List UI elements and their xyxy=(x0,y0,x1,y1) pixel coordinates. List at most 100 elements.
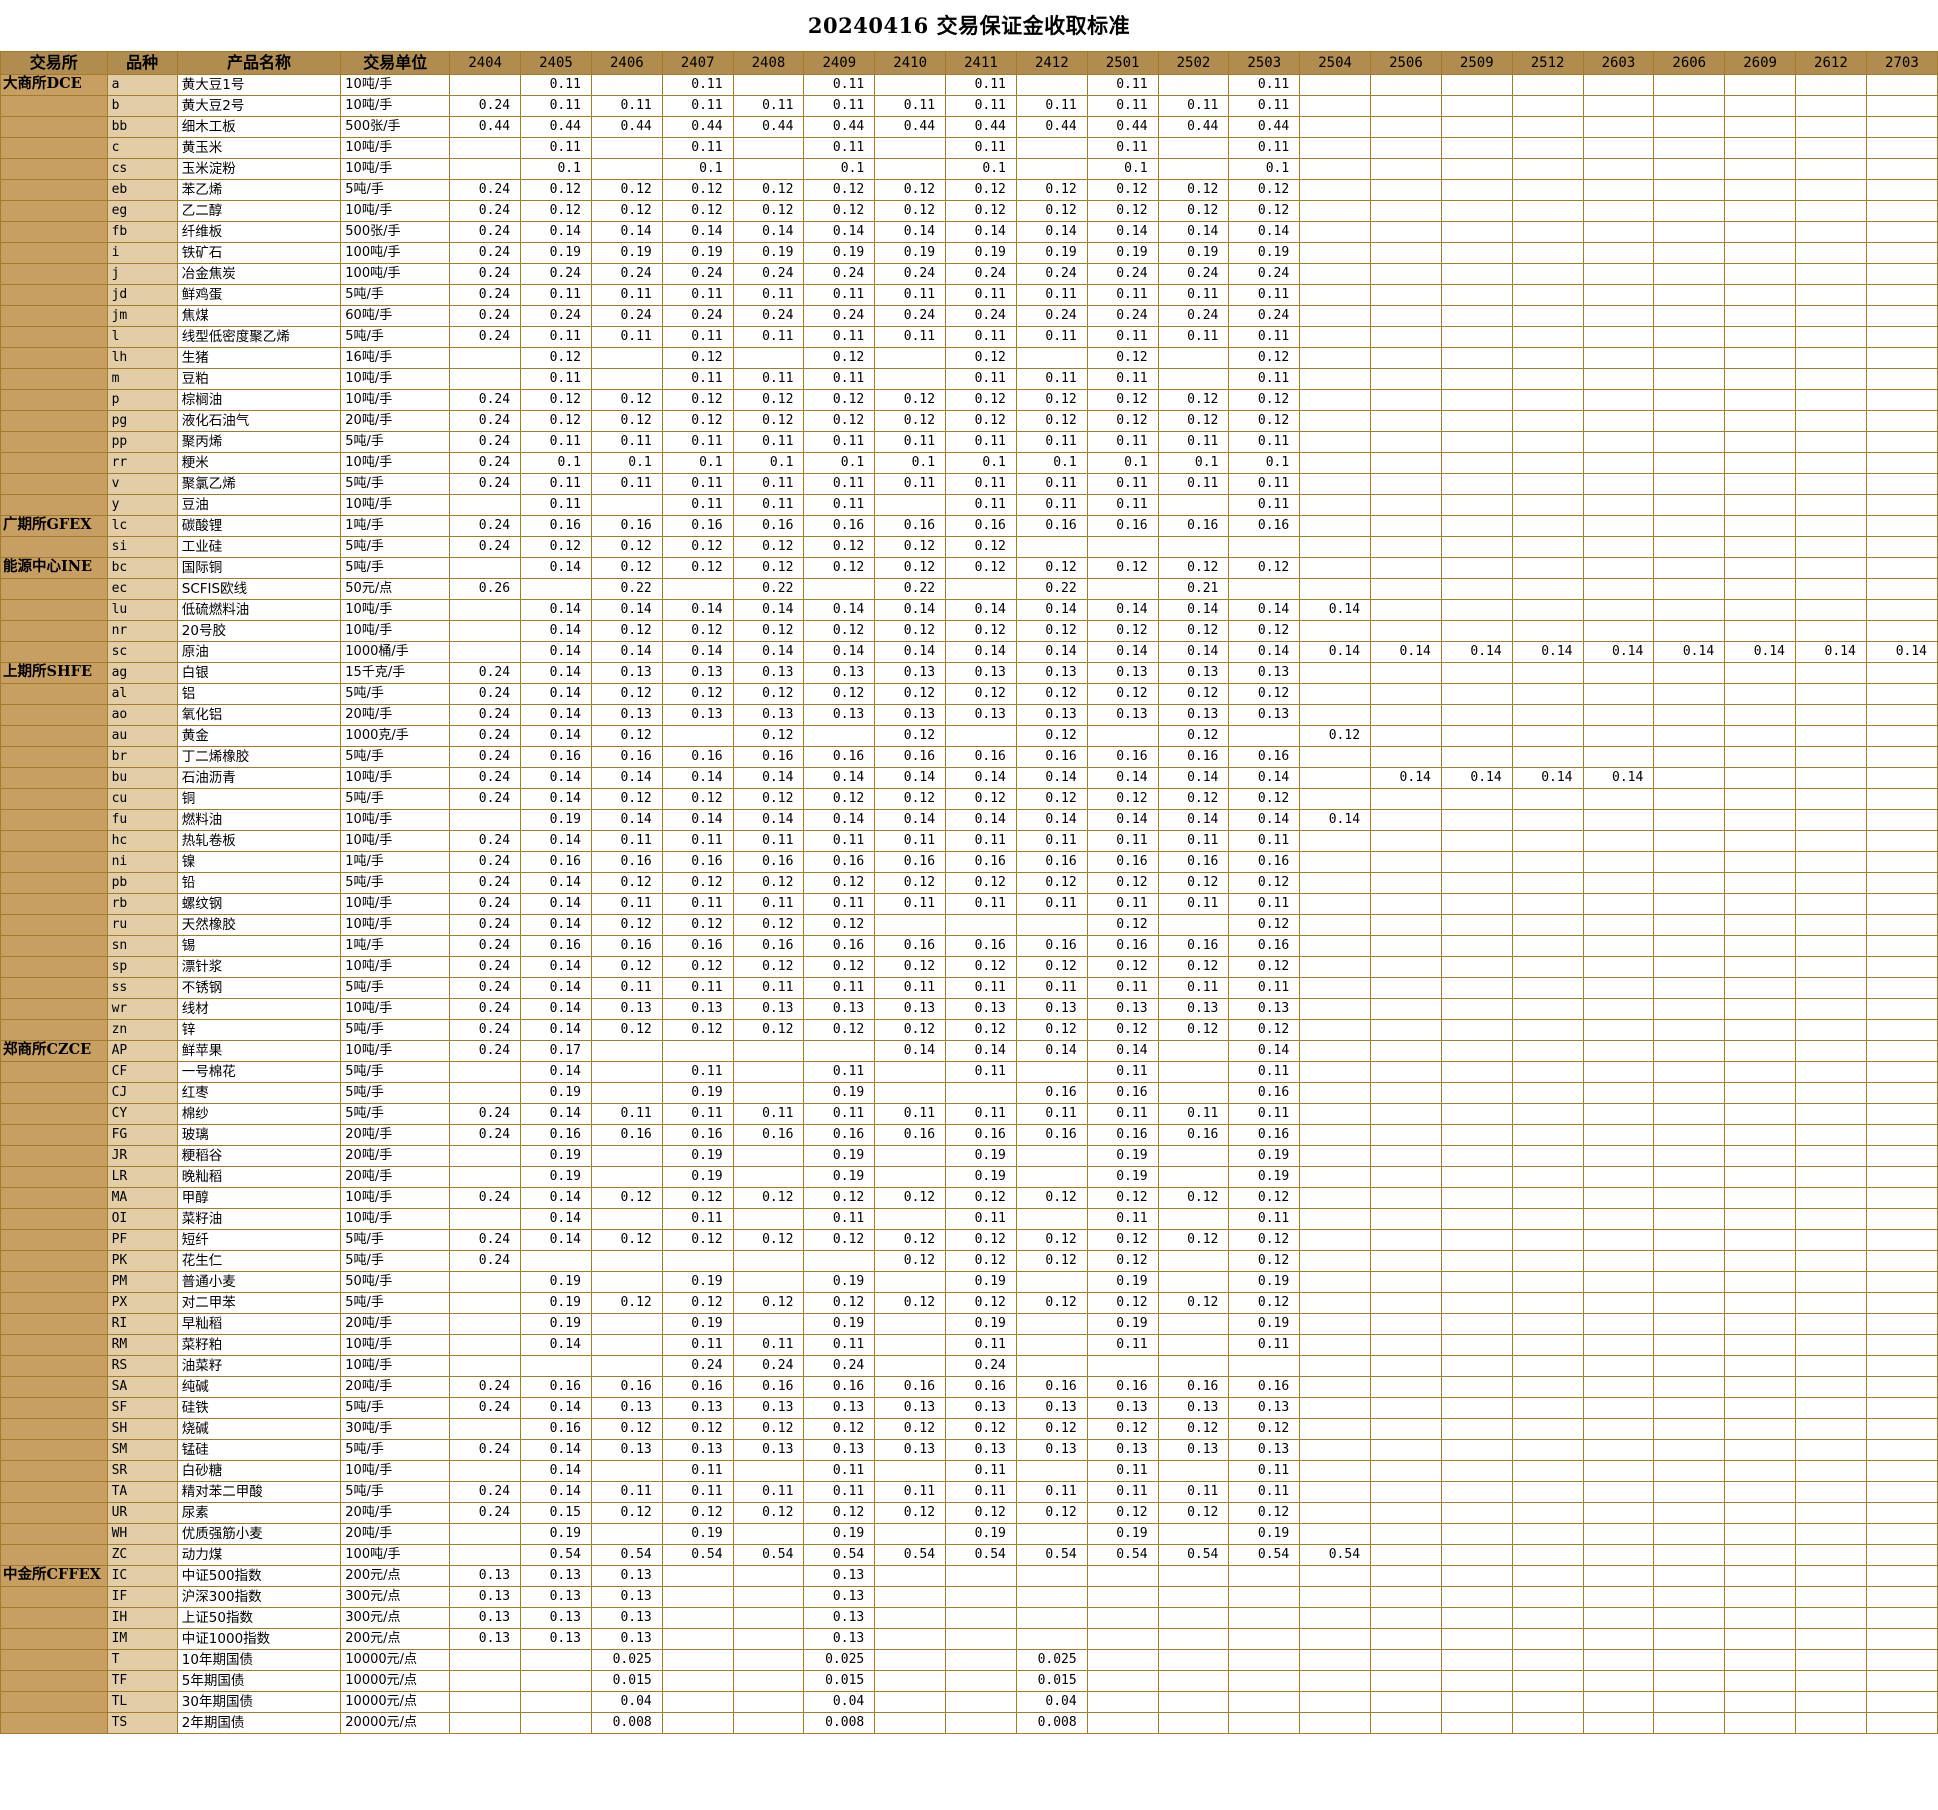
product-code-cell[interactable]: v xyxy=(106,473,178,495)
product-code-cell[interactable]: MA xyxy=(106,1187,178,1209)
product-code-cell[interactable]: y xyxy=(106,494,178,516)
column-header-month-2411[interactable]: 2411 xyxy=(945,51,1017,75)
product-code-cell[interactable]: CF xyxy=(106,1061,178,1083)
product-code-cell[interactable]: RM xyxy=(106,1334,178,1356)
product-code-cell[interactable]: ZC xyxy=(106,1544,178,1566)
product-code-cell[interactable]: hc xyxy=(106,830,178,852)
product-code-cell[interactable]: LR xyxy=(106,1166,178,1188)
product-code-cell[interactable]: sn xyxy=(106,935,178,957)
product-code-cell[interactable]: fu xyxy=(106,809,178,831)
column-header-code[interactable]: 品种 xyxy=(106,51,178,75)
column-header-exchange[interactable]: 交易所 xyxy=(0,51,108,75)
product-code-cell[interactable]: bc xyxy=(106,557,178,579)
product-code-cell[interactable]: rr xyxy=(106,452,178,474)
column-header-month-2603[interactable]: 2603 xyxy=(1582,51,1655,75)
product-code-cell[interactable]: CJ xyxy=(106,1082,178,1104)
product-code-cell[interactable]: al xyxy=(106,683,178,705)
column-header-month-2407[interactable]: 2407 xyxy=(661,51,734,75)
column-header-month-2502[interactable]: 2502 xyxy=(1157,51,1230,75)
product-code-cell[interactable]: TA xyxy=(106,1481,178,1503)
column-header-month-2412[interactable]: 2412 xyxy=(1015,51,1088,75)
product-code-cell[interactable]: SF xyxy=(106,1397,178,1419)
product-code-cell[interactable]: i xyxy=(106,242,178,264)
product-code-cell[interactable]: si xyxy=(106,536,178,558)
product-code-cell[interactable]: jd xyxy=(106,284,178,306)
column-header-month-2410[interactable]: 2410 xyxy=(874,51,947,75)
product-code-cell[interactable]: nr xyxy=(106,620,178,642)
product-code-cell[interactable]: FG xyxy=(106,1124,178,1146)
product-code-cell[interactable]: eg xyxy=(106,200,178,222)
product-code-cell[interactable]: ao xyxy=(106,704,178,726)
product-code-cell[interactable]: T xyxy=(106,1649,178,1671)
column-header-month-2406[interactable]: 2406 xyxy=(590,51,663,75)
product-code-cell[interactable]: pb xyxy=(106,872,178,894)
product-code-cell[interactable]: br xyxy=(106,746,178,768)
product-code-cell[interactable]: jm xyxy=(106,305,178,327)
product-code-cell[interactable]: rb xyxy=(106,893,178,915)
product-code-cell[interactable]: eb xyxy=(106,179,178,201)
product-code-cell[interactable]: PX xyxy=(106,1292,178,1314)
column-header-month-2405[interactable]: 2405 xyxy=(520,51,592,75)
product-code-cell[interactable]: TS xyxy=(106,1712,178,1734)
product-code-cell[interactable]: sp xyxy=(106,956,178,978)
product-code-cell[interactable]: sc xyxy=(106,641,178,663)
product-code-cell[interactable]: pp xyxy=(106,431,178,453)
product-code-cell[interactable]: OI xyxy=(106,1208,178,1230)
product-code-cell[interactable]: j xyxy=(106,263,178,285)
product-code-cell[interactable]: IM xyxy=(106,1628,178,1650)
product-code-cell[interactable]: IH xyxy=(106,1607,178,1629)
column-header-unit[interactable]: 交易单位 xyxy=(340,51,451,75)
column-header-month-2506[interactable]: 2506 xyxy=(1370,51,1442,75)
product-code-cell[interactable]: PK xyxy=(106,1250,178,1272)
column-header-month-2612[interactable]: 2612 xyxy=(1795,51,1867,75)
product-code-cell[interactable]: fb xyxy=(106,221,178,243)
product-code-cell[interactable]: lc xyxy=(106,515,178,537)
product-code-cell[interactable]: lh xyxy=(106,347,178,369)
product-code-cell[interactable]: SA xyxy=(106,1376,178,1398)
product-code-cell[interactable]: au xyxy=(106,725,178,747)
column-header-month-2512[interactable]: 2512 xyxy=(1511,51,1584,75)
product-code-cell[interactable]: ag xyxy=(106,662,178,684)
column-header-product[interactable]: 产品名称 xyxy=(176,51,342,75)
column-header-month-2609[interactable]: 2609 xyxy=(1724,51,1796,75)
product-code-cell[interactable]: pg xyxy=(106,410,178,432)
product-code-cell[interactable]: l xyxy=(106,326,178,348)
product-code-cell[interactable]: PF xyxy=(106,1229,178,1251)
column-header-month-2509[interactable]: 2509 xyxy=(1440,51,1513,75)
column-header-month-2504[interactable]: 2504 xyxy=(1299,51,1372,75)
product-code-cell[interactable]: RS xyxy=(106,1355,178,1377)
column-header-month-2408[interactable]: 2408 xyxy=(732,51,805,75)
product-code-cell[interactable]: zn xyxy=(106,1019,178,1041)
product-code-cell[interactable]: ni xyxy=(106,851,178,873)
product-code-cell[interactable]: SR xyxy=(106,1460,178,1482)
column-header-month-2503[interactable]: 2503 xyxy=(1228,51,1301,75)
column-header-month-2606[interactable]: 2606 xyxy=(1653,51,1726,75)
column-header-month-2404[interactable]: 2404 xyxy=(449,51,522,75)
column-header-month-2703[interactable]: 2703 xyxy=(1865,51,1938,75)
product-code-cell[interactable]: wr xyxy=(106,998,178,1020)
product-code-cell[interactable]: SH xyxy=(106,1418,178,1440)
column-header-month-2409[interactable]: 2409 xyxy=(803,51,876,75)
product-code-cell[interactable]: ec xyxy=(106,578,178,600)
product-code-cell[interactable]: WH xyxy=(106,1523,178,1545)
product-code-cell[interactable]: m xyxy=(106,368,178,390)
product-code-cell[interactable]: TL xyxy=(106,1691,178,1713)
product-code-cell[interactable]: bu xyxy=(106,767,178,789)
product-code-cell[interactable]: lu xyxy=(106,599,178,621)
product-code-cell[interactable]: ru xyxy=(106,914,178,936)
column-header-month-2501[interactable]: 2501 xyxy=(1086,51,1159,75)
product-code-cell[interactable]: p xyxy=(106,389,178,411)
product-code-cell[interactable]: TF xyxy=(106,1670,178,1692)
product-code-cell[interactable]: cu xyxy=(106,788,178,810)
product-code-cell[interactable]: b xyxy=(106,95,178,117)
product-code-cell[interactable]: SM xyxy=(106,1439,178,1461)
product-code-cell[interactable]: IF xyxy=(106,1586,178,1608)
product-code-cell[interactable]: a xyxy=(106,74,178,96)
product-code-cell[interactable]: RI xyxy=(106,1313,178,1335)
product-code-cell[interactable]: JR xyxy=(106,1145,178,1167)
product-code-cell[interactable]: IC xyxy=(106,1565,178,1587)
product-code-cell[interactable]: bb xyxy=(106,116,178,138)
product-code-cell[interactable]: cs xyxy=(106,158,178,180)
product-code-cell[interactable]: UR xyxy=(106,1502,178,1524)
product-code-cell[interactable]: c xyxy=(106,137,178,159)
